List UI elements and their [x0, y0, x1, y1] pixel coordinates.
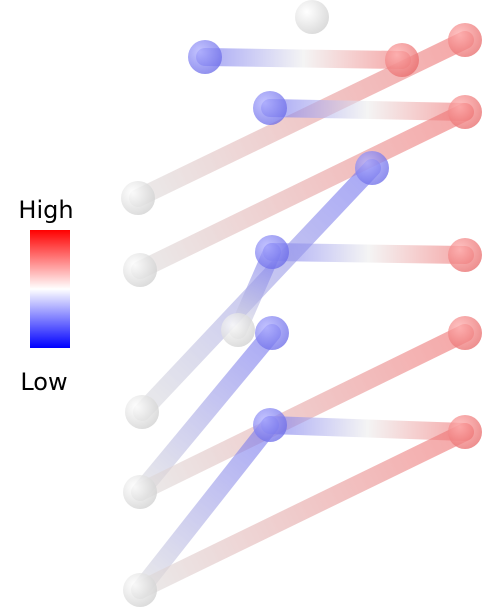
ball [295, 0, 329, 34]
ball [385, 43, 419, 77]
ball [448, 23, 482, 57]
ball [253, 408, 287, 442]
legend-high: High [18, 196, 73, 224]
ball [355, 151, 389, 185]
ball [448, 95, 482, 129]
ball [125, 395, 159, 429]
stick [205, 57, 402, 60]
scene: High Low [0, 0, 487, 614]
color-legend: High Low [18, 196, 73, 396]
ball [123, 573, 157, 607]
ball [188, 40, 222, 74]
stick [140, 432, 465, 590]
ball [123, 475, 157, 509]
ball [255, 235, 289, 269]
ball [448, 316, 482, 350]
stick [270, 425, 465, 432]
ball [121, 181, 155, 215]
stick [270, 108, 465, 112]
ball [448, 238, 482, 272]
ball [221, 313, 255, 347]
ball [123, 253, 157, 287]
ball [448, 415, 482, 449]
sticks [138, 40, 465, 590]
legend-low: Low [20, 368, 67, 396]
color-scale [30, 230, 70, 348]
ball [255, 316, 289, 350]
page: {"legend": {"high": "High", "low": "Low"… [0, 0, 487, 614]
ball [253, 91, 287, 125]
